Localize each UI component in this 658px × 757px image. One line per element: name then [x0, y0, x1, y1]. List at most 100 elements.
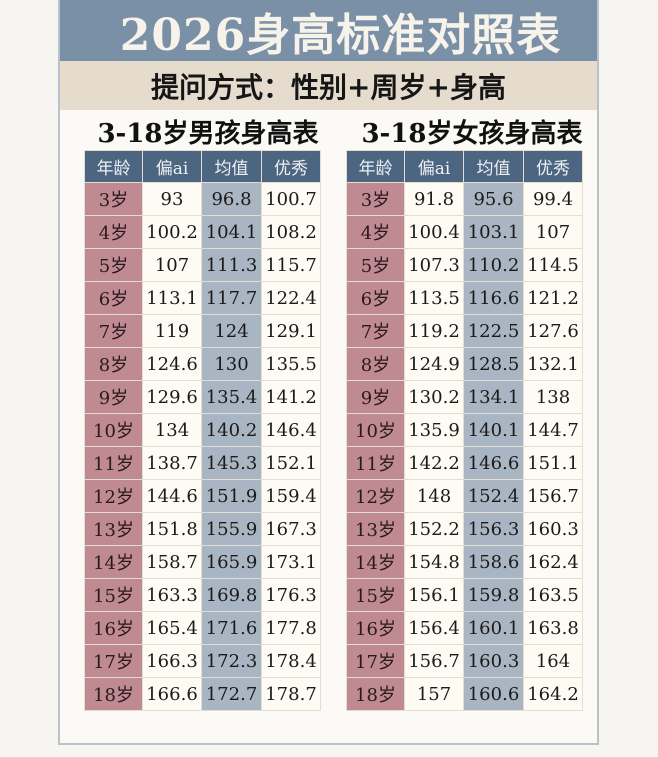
- low-value-cell: 100.2: [142, 215, 202, 249]
- mean-value-cell: 122.5: [463, 314, 524, 348]
- excellent-value-cell: 178.7: [261, 677, 321, 711]
- age-cell: 8岁: [84, 347, 143, 381]
- age-cell: 15岁: [84, 578, 143, 612]
- table-row: 8岁 124.9 128.5 132.1: [346, 347, 583, 381]
- table-row: 3岁 91.8 95.6 99.4: [346, 182, 583, 216]
- table-row: 17岁 166.3 172.3 178.4: [84, 644, 321, 678]
- age-cell: 18岁: [346, 677, 405, 711]
- age-cell: 7岁: [84, 314, 143, 348]
- low-value-cell: 134: [142, 413, 202, 447]
- mean-value-cell: 140.1: [463, 413, 524, 447]
- table-header-row: 年龄 偏ai 均值 优秀: [346, 150, 583, 183]
- age-cell: 4岁: [346, 215, 405, 249]
- low-value-cell: 130.2: [404, 380, 464, 414]
- mean-value-cell: 111.3: [201, 248, 262, 282]
- boys-table-title: 3-18岁男孩身高表: [97, 119, 319, 149]
- excellent-value-cell: 159.4: [261, 479, 321, 513]
- age-cell: 7岁: [346, 314, 405, 348]
- low-value-cell: 129.6: [142, 380, 202, 414]
- low-value-cell: 135.9: [404, 413, 464, 447]
- mean-value-cell: 145.3: [201, 446, 262, 480]
- mean-value-cell: 172.3: [201, 644, 262, 678]
- age-cell: 5岁: [84, 248, 143, 282]
- table-row: 14岁 158.7 165.9 173.1: [84, 545, 321, 579]
- mean-value-cell: 96.8: [201, 182, 262, 216]
- table-row: 10岁 134 140.2 146.4: [84, 413, 321, 447]
- mean-value-cell: 152.4: [463, 479, 524, 513]
- mean-value-cell: 172.7: [201, 677, 262, 711]
- column-header-age: 年龄: [346, 150, 405, 183]
- table-row: 13岁 151.8 155.9 167.3: [84, 512, 321, 546]
- age-cell: 9岁: [346, 380, 405, 414]
- low-value-cell: 113.1: [142, 281, 202, 315]
- mean-value-cell: 103.1: [463, 215, 524, 249]
- age-cell: 5岁: [346, 248, 405, 282]
- excellent-value-cell: 151.1: [523, 446, 583, 480]
- low-value-cell: 119.2: [404, 314, 464, 348]
- low-value-cell: 113.5: [404, 281, 464, 315]
- table-row: 4岁 100.2 104.1 108.2: [84, 215, 321, 249]
- excellent-value-cell: 121.2: [523, 281, 583, 315]
- age-cell: 17岁: [84, 644, 143, 678]
- table-row: 9岁 129.6 135.4 141.2: [84, 380, 321, 414]
- excellent-value-cell: 129.1: [261, 314, 321, 348]
- table-row: 12岁 144.6 151.9 159.4: [84, 479, 321, 513]
- title-banner: 2026身高标准对照表: [60, 0, 597, 61]
- excellent-value-cell: 107: [523, 215, 583, 249]
- excellent-value-cell: 152.1: [261, 446, 321, 480]
- excellent-value-cell: 127.6: [523, 314, 583, 348]
- low-value-cell: 100.4: [404, 215, 464, 249]
- age-cell: 8岁: [346, 347, 405, 381]
- excellent-value-cell: 162.4: [523, 545, 583, 579]
- excellent-value-cell: 156.7: [523, 479, 583, 513]
- age-cell: 12岁: [84, 479, 143, 513]
- mean-value-cell: 134.1: [463, 380, 524, 414]
- low-value-cell: 163.3: [142, 578, 202, 612]
- excellent-value-cell: 163.8: [523, 611, 583, 645]
- low-value-cell: 142.2: [404, 446, 464, 480]
- table-row: 18岁 157 160.6 164.2: [346, 677, 583, 711]
- height-chart-panel: 2026身高标准对照表 提问方式：性别+周岁+身高 3-18岁男孩身高表 3-1…: [58, 0, 599, 745]
- mean-value-cell: 158.6: [463, 545, 524, 579]
- age-cell: 13岁: [84, 512, 143, 546]
- excellent-value-cell: 135.5: [261, 347, 321, 381]
- table-row: 9岁 130.2 134.1 138: [346, 380, 583, 414]
- mean-value-cell: 155.9: [201, 512, 262, 546]
- low-value-cell: 157: [404, 677, 464, 711]
- age-cell: 3岁: [346, 182, 405, 216]
- table-row: 6岁 113.1 117.7 122.4: [84, 281, 321, 315]
- page-title: 2026身高标准对照表: [119, 9, 562, 61]
- low-value-cell: 166.3: [142, 644, 202, 678]
- age-cell: 13岁: [346, 512, 405, 546]
- table-header-row: 年龄 偏ai 均值 优秀: [84, 150, 321, 183]
- girls-height-table: 年龄 偏ai 均值 优秀 3岁 91.8 95.6 99.4 4岁 100.4 103.1 1…: [346, 150, 583, 711]
- excellent-value-cell: 177.8: [261, 611, 321, 645]
- mean-value-cell: 159.8: [463, 578, 524, 612]
- age-cell: 17岁: [346, 644, 405, 678]
- excellent-value-cell: 160.3: [523, 512, 583, 546]
- low-value-cell: 156.7: [404, 644, 464, 678]
- excellent-value-cell: 138: [523, 380, 583, 414]
- low-value-cell: 91.8: [404, 182, 464, 216]
- column-header-mean: 均值: [201, 150, 262, 183]
- age-cell: 10岁: [346, 413, 405, 447]
- age-cell: 12岁: [346, 479, 405, 513]
- low-value-cell: 156.1: [404, 578, 464, 612]
- excellent-value-cell: 108.2: [261, 215, 321, 249]
- low-value-cell: 144.6: [142, 479, 202, 513]
- mean-value-cell: 156.3: [463, 512, 524, 546]
- excellent-value-cell: 167.3: [261, 512, 321, 546]
- table-row: 7岁 119.2 122.5 127.6: [346, 314, 583, 348]
- table-row: 8岁 124.6 130 135.5: [84, 347, 321, 381]
- low-value-cell: 165.4: [142, 611, 202, 645]
- age-cell: 11岁: [346, 446, 405, 480]
- column-header-low: 偏ai: [404, 150, 464, 183]
- table-row: 11岁 138.7 145.3 152.1: [84, 446, 321, 480]
- subtitle-strip: 提问方式：性别+周岁+身高: [60, 61, 597, 110]
- column-header-age: 年龄: [84, 150, 143, 183]
- age-cell: 14岁: [346, 545, 405, 579]
- table-row: 6岁 113.5 116.6 121.2: [346, 281, 583, 315]
- table-row: 17岁 156.7 160.3 164: [346, 644, 583, 678]
- mean-value-cell: 110.2: [463, 248, 524, 282]
- excellent-value-cell: 100.7: [261, 182, 321, 216]
